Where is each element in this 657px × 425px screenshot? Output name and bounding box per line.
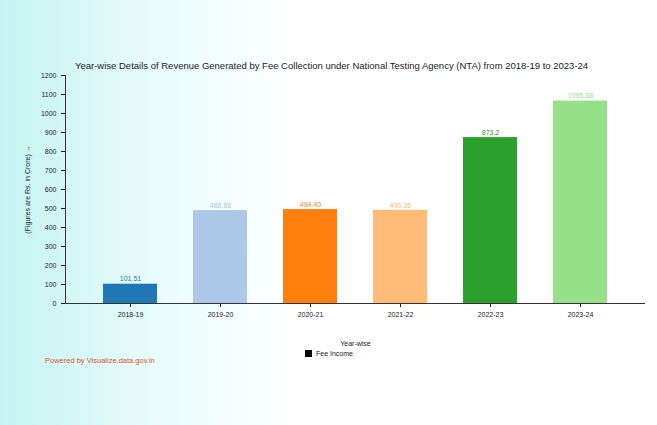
- svg-text:873.2: 873.2: [482, 129, 500, 136]
- svg-text:101.51: 101.51: [120, 275, 142, 282]
- svg-text:900: 900: [45, 129, 57, 136]
- svg-text:0: 0: [53, 300, 57, 307]
- svg-text:2018-19: 2018-19: [118, 311, 144, 318]
- html-text:Year-wise Details of Revenue G: Year-wise Details of Revenue Generated b…: [75, 60, 589, 71]
- svg-text:Year-wise: Year-wise: [340, 340, 371, 347]
- svg-text:1000: 1000: [41, 110, 57, 117]
- svg-text:700: 700: [45, 167, 57, 174]
- svg-text:490.35: 490.35: [390, 202, 412, 209]
- html-text:Powered by Visualize.data.gov.: Powered by Visualize.data.gov.in: [45, 356, 155, 365]
- svg-text:2022-23: 2022-23: [478, 311, 504, 318]
- svg-text:(Figures are Rs. in Crore) →: (Figures are Rs. in Crore) →: [24, 145, 32, 233]
- svg-text:800: 800: [45, 148, 57, 155]
- svg-text:300: 300: [45, 243, 57, 250]
- html-text:Fee Income: Fee Income: [316, 350, 353, 357]
- svg-text:2023-24: 2023-24: [568, 311, 594, 318]
- svg-text:100: 100: [45, 281, 57, 288]
- svg-text:2020-21: 2020-21: [298, 311, 324, 318]
- svg-text:2021-22: 2021-22: [388, 311, 414, 318]
- svg-text:2019-20: 2019-20: [208, 311, 234, 318]
- svg-text:600: 600: [45, 186, 57, 193]
- svg-text:494.40: 494.40: [300, 201, 322, 208]
- svg-text:1100: 1100: [41, 91, 56, 98]
- svg-text:1065.38: 1065.38: [568, 92, 593, 99]
- svg-text:1200: 1200: [41, 72, 57, 79]
- svg-text:400: 400: [45, 224, 57, 231]
- svg-text:200: 200: [45, 262, 57, 269]
- svg-text:488.88: 488.88: [210, 202, 232, 209]
- svg-text:500: 500: [45, 205, 57, 212]
